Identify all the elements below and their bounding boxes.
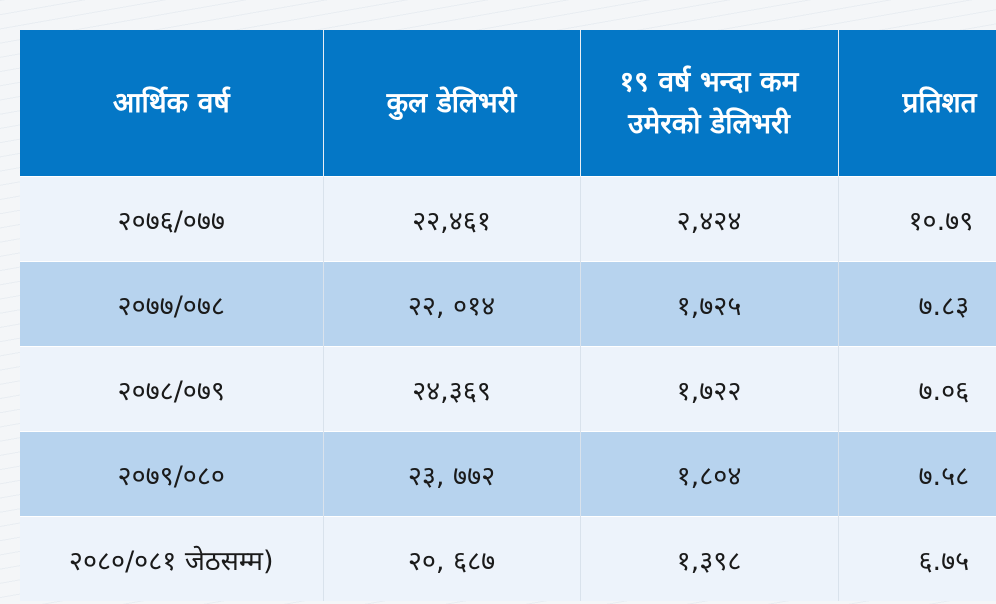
cell-under19: १,३९८ [580, 516, 839, 601]
cell-percentage: ६.७५ [838, 516, 996, 601]
header-under19-delivery: १९ वर्ष भन्दा कम उमेरको डेलिभरी [580, 30, 839, 177]
cell-under19: १,८०४ [580, 431, 839, 517]
cell-total-delivery: २२, ०१४ [323, 261, 581, 347]
cell-under19: २,४२४ [580, 176, 839, 262]
header-total-delivery: कुल डेलिभरी [323, 30, 581, 177]
cell-percentage: ७.०६ [838, 346, 996, 432]
cell-total-delivery: २३, ७७२ [323, 431, 581, 517]
cell-total-delivery: २०, ६८७ [323, 516, 581, 601]
cell-fiscal-year: २०८०/०८१ जेठसम्म) [20, 516, 324, 601]
header-fiscal-year: आर्थिक वर्ष [20, 30, 324, 177]
table-row: २०७९/०८० २३, ७७२ १,८०४ ७.५८ [20, 431, 996, 517]
cell-fiscal-year: २०७९/०८० [20, 431, 324, 517]
cell-total-delivery: २२,४६१ [323, 176, 581, 262]
table-row: २०७७/०७८ २२, ०१४ १,७२५ ७.८३ [20, 261, 996, 347]
cell-under19: १,७२५ [580, 261, 839, 347]
header-percentage: प्रतिशत [838, 30, 996, 177]
cell-fiscal-year: २०७६/०७७ [20, 176, 324, 262]
header-under19-label: १९ वर्ष भन्दा कम उमेरको डेलिभरी [619, 65, 799, 140]
cell-percentage: १०.७९ [838, 176, 996, 262]
cell-fiscal-year: २०७८/०७९ [20, 346, 324, 432]
table-row: २०८०/०८१ जेठसम्म) २०, ६८७ १,३९८ ६.७५ [20, 516, 996, 601]
header-row: आर्थिक वर्ष कुल डेलिभरी १९ वर्ष भन्दा कम… [20, 30, 996, 177]
table-viewport: आर्थिक वर्ष कुल डेलिभरी १९ वर्ष भन्दा कम… [20, 30, 996, 604]
cell-percentage: ७.५८ [838, 431, 996, 517]
cell-under19: १,७२२ [580, 346, 839, 432]
cell-total-delivery: २४,३६९ [323, 346, 581, 432]
table-row: २०७६/०७७ २२,४६१ २,४२४ १०.७९ [20, 176, 996, 262]
cell-fiscal-year: २०७७/०७८ [20, 261, 324, 347]
cell-percentage: ७.८३ [838, 261, 996, 347]
table-row: २०७८/०७९ २४,३६९ १,७२२ ७.०६ [20, 346, 996, 432]
data-table: आर्थिक वर्ष कुल डेलिभरी १९ वर्ष भन्दा कम… [20, 30, 996, 601]
